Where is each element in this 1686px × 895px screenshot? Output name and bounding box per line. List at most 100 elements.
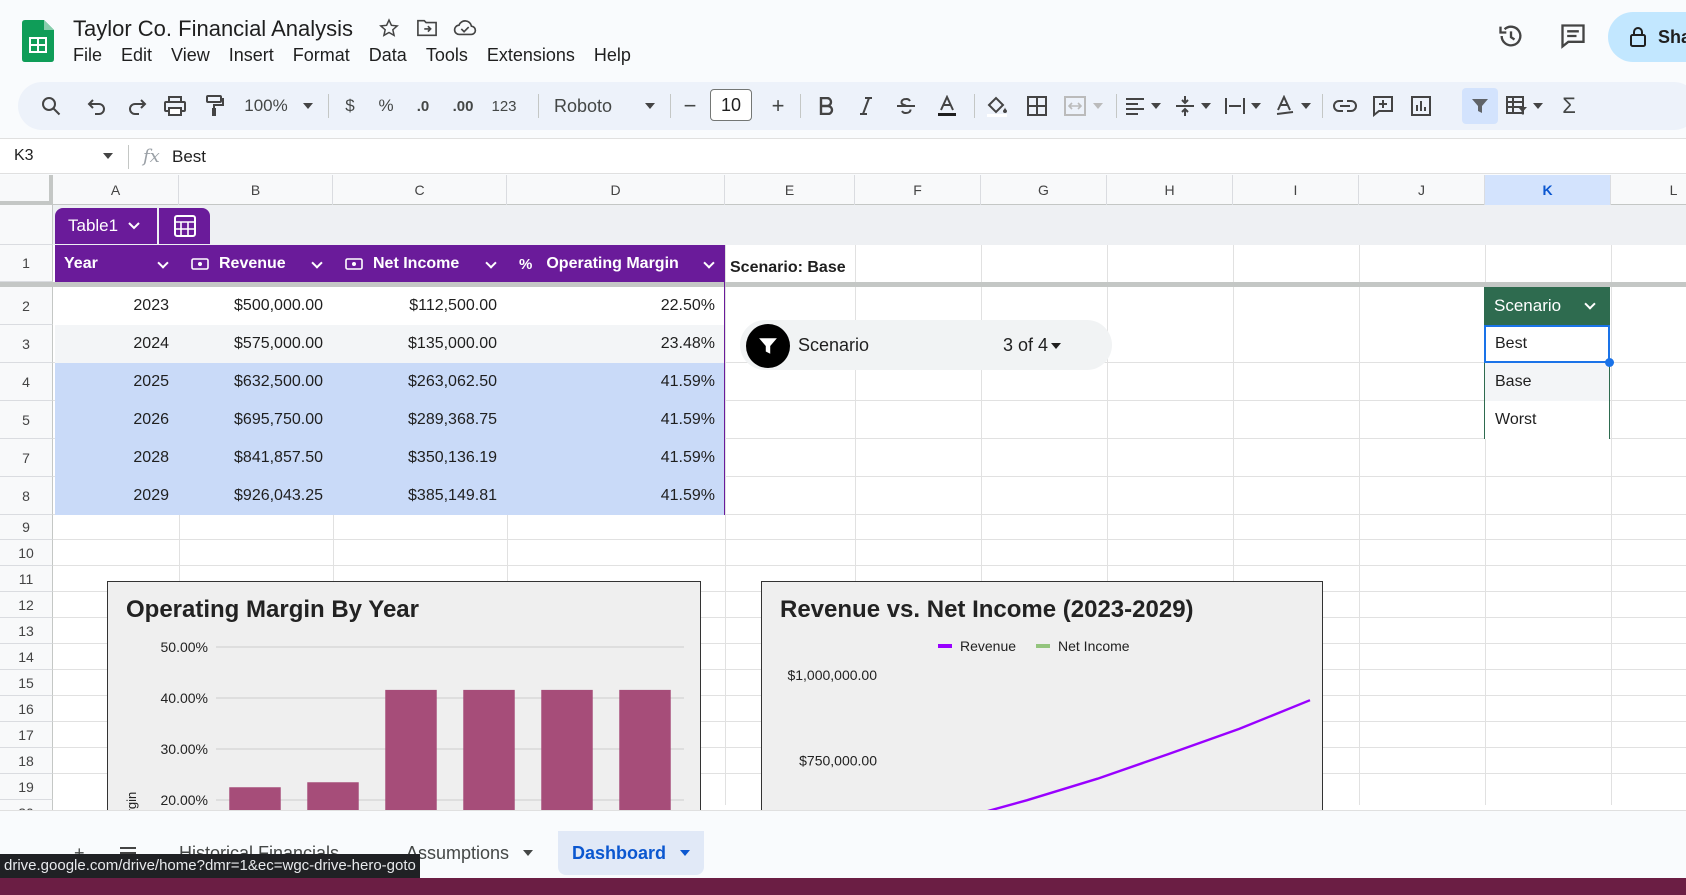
increase-font-size-button[interactable]: + [771,93,785,118]
cell-c8[interactable]: $385,149.81 [408,487,497,504]
paint-format-icon[interactable] [200,82,230,130]
cell-b2[interactable]: $500,000.00 [234,297,323,314]
column-header-c[interactable]: C [333,175,507,205]
cell-a7[interactable]: 2028 [133,449,169,466]
name-box[interactable]: K3 [14,147,34,164]
row-header-1[interactable]: 1 [0,245,53,282]
revenue-vs-net-income-chart[interactable]: Revenue vs. Net Income (2023-2029) $1,00… [761,581,1323,810]
fill-color-icon[interactable] [982,82,1012,130]
operating-margin-chart[interactable]: Operating Margin By Year 50.00% 40.00% 30.… [107,581,701,810]
row-header-8[interactable]: 8 [0,477,53,515]
menu-help[interactable]: Help [593,45,631,65]
freeze-divider[interactable] [0,282,1686,287]
cell-a5[interactable]: 2026 [133,411,169,428]
cell-a3[interactable]: 2024 [133,335,169,352]
cell-c4[interactable]: $263,062.50 [408,373,497,390]
filter-views-caret-icon[interactable] [1530,82,1546,130]
cell-k5[interactable]: Worst [1484,401,1610,439]
search-menus-icon[interactable] [36,82,66,130]
cell-a2[interactable]: 2023 [133,297,169,314]
row-header-15[interactable]: 15 [0,670,53,696]
menu-tools[interactable]: Tools [425,45,468,65]
cell-c3[interactable]: $135,000.00 [408,335,497,352]
font-select[interactable]: Roboto [554,95,613,116]
column-header-i[interactable]: I [1233,175,1359,205]
borders-icon[interactable] [1022,82,1052,130]
cell-d4[interactable]: 41.59% [660,373,715,390]
move-folder-icon[interactable] [415,16,439,40]
version-history-icon[interactable] [1497,22,1525,50]
column-header-f[interactable]: F [855,175,981,205]
increase-decimal-button[interactable]: .00 [452,97,474,115]
column-header-j[interactable]: J [1359,175,1485,205]
table-header-operating-margin[interactable]: % Operating Margin [507,245,725,283]
cell-b5[interactable]: $695,750.00 [234,411,323,428]
cloud-saved-icon[interactable] [453,16,477,40]
column-header-l[interactable]: L [1611,175,1686,205]
row-header-19[interactable]: 19 [0,774,53,800]
select-all-corner[interactable] [0,175,53,205]
rotation-caret-icon[interactable] [1298,82,1314,130]
table-name-button[interactable]: Table1 [55,208,157,244]
cell-d5[interactable]: 41.59% [660,411,715,428]
print-icon[interactable] [160,82,190,130]
merge-caret-icon[interactable] [1090,82,1106,130]
row-header-7[interactable]: 7 [0,439,53,477]
cell-k4[interactable]: Base [1484,363,1610,401]
undo-icon[interactable] [82,82,112,130]
sheets-logo-icon[interactable] [22,20,54,62]
cell-d2[interactable]: 22.50% [660,297,715,314]
functions-button[interactable]: Σ [1562,93,1576,118]
vertical-align-icon[interactable] [1172,82,1198,130]
star-icon[interactable] [377,16,401,40]
share-button[interactable]: Sha [1608,12,1686,62]
row-header-11[interactable]: 11 [0,566,53,592]
horizontal-align-icon[interactable] [1122,82,1148,130]
sheet-tab-dashboard[interactable]: Dashboard [558,831,705,875]
more-formats-button[interactable]: 123 [491,97,517,115]
zoom-caret-icon[interactable] [298,82,318,130]
cell-b4[interactable]: $632,500.00 [234,373,323,390]
table-header-net-income[interactable]: Net Income [333,245,507,283]
filter-chip[interactable]: Scenario 3 of 4 [740,320,1112,370]
cell-k3[interactable]: Best [1484,325,1610,363]
comments-icon[interactable] [1559,23,1587,49]
row-header-2[interactable]: 2 [0,287,53,325]
menu-extensions[interactable]: Extensions [486,45,575,65]
menu-file[interactable]: File [73,45,103,65]
row-header-20[interactable]: 20 [0,800,53,810]
cell-a4[interactable]: 2025 [133,373,169,390]
menu-data[interactable]: Data [368,45,407,65]
column-header-e[interactable]: E [725,175,855,205]
cell-a8[interactable]: 2029 [133,487,169,504]
table-options-button[interactable] [159,208,210,244]
cell-b3[interactable]: $575,000.00 [234,335,323,352]
cell-b8[interactable]: $926,043.25 [234,487,323,504]
currency-format-button[interactable]: $ [345,96,355,115]
insert-link-icon[interactable] [1330,82,1360,130]
cell-b7[interactable]: $841,857.50 [234,449,323,466]
redo-icon[interactable] [122,82,152,130]
menu-edit[interactable]: Edit [121,45,153,65]
font-caret-icon[interactable] [640,82,660,130]
insert-chart-icon[interactable] [1406,82,1436,130]
row-header-4[interactable]: 4 [0,363,53,401]
merge-cells-icon[interactable] [1060,82,1090,130]
cell-d7[interactable]: 41.59% [660,449,715,466]
column-header-k[interactable]: K [1485,175,1611,205]
halign-caret-icon[interactable] [1148,82,1164,130]
italic-icon[interactable] [854,82,878,130]
menu-view[interactable]: View [171,45,210,65]
row-header-18[interactable]: 18 [0,748,53,774]
sheet-tab-assumptions[interactable]: Assumptions [392,831,547,875]
row-header-12[interactable]: 12 [0,592,53,618]
column-header-d[interactable]: D [507,175,725,205]
cell-c5[interactable]: $289,368.75 [408,411,497,428]
column-header-a[interactable]: A [53,175,179,205]
decrease-decimal-button[interactable]: .0 [416,97,430,115]
document-title[interactable]: Taylor Co. Financial Analysis [73,16,354,41]
cell-c7[interactable]: $350,136.19 [408,449,497,466]
decrease-font-size-button[interactable]: − [683,93,697,118]
bold-icon[interactable] [814,82,838,130]
percent-format-button[interactable]: % [378,96,394,115]
